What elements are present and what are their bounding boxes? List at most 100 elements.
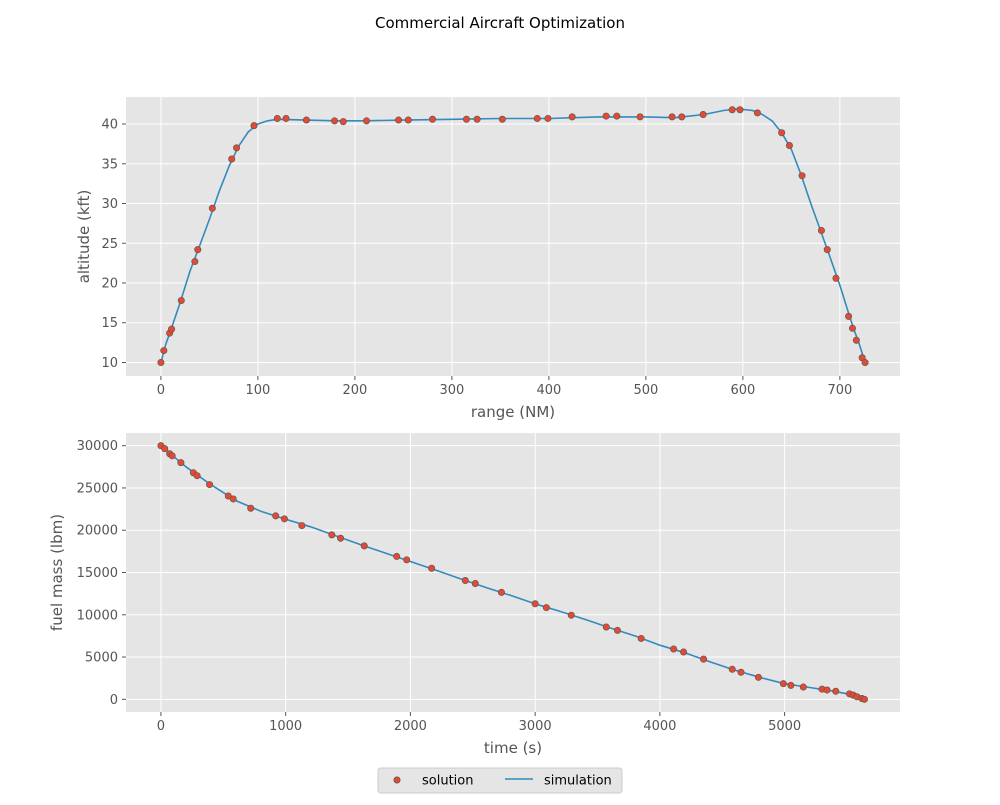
x-tick-label: 300 [439, 383, 464, 398]
solution-point [157, 358, 165, 366]
x-tick-label: 5000 [768, 719, 801, 734]
solution-point [602, 623, 610, 631]
solution-point [194, 246, 202, 254]
x-tick-label: 100 [245, 383, 270, 398]
solution-point [602, 112, 610, 120]
solution-point [403, 556, 411, 564]
x-tick-label: 3000 [519, 719, 552, 734]
solution-point [778, 129, 786, 137]
figure-suptitle: Commercial Aircraft Optimization [375, 14, 625, 32]
solution-point [177, 459, 185, 467]
x-tick-label: 400 [536, 383, 561, 398]
solution-point [228, 155, 236, 163]
solution-point [404, 116, 412, 124]
legend-solution-label: solution [422, 774, 473, 789]
solution-point [428, 115, 436, 123]
solution-point [533, 114, 541, 122]
y-tick-label: 25000 [77, 481, 118, 496]
x-tick-label: 600 [730, 383, 755, 398]
solution-point [728, 665, 736, 673]
solution-point [328, 531, 336, 539]
solution-point [462, 115, 470, 123]
solution-point [613, 626, 621, 634]
solution-point [860, 695, 868, 703]
x-tick-label: 0 [157, 719, 165, 734]
solution-point [191, 258, 199, 266]
x-tick-label: 4000 [643, 719, 676, 734]
solution-point [823, 246, 831, 254]
solution-point [339, 118, 347, 126]
solution-point [280, 515, 288, 523]
solution-point [845, 312, 853, 320]
solution-point [832, 274, 840, 282]
solution-point [823, 686, 831, 694]
y-tick-label: 0 [110, 693, 118, 708]
y-tick-label: 5000 [85, 651, 118, 666]
solution-point [832, 687, 840, 695]
solution-point [363, 117, 371, 125]
solution-point [848, 324, 856, 332]
solution-point [754, 673, 762, 681]
x-axis-label: time (s) [484, 739, 542, 757]
solution-point [798, 172, 806, 180]
y-tick-label: 30 [101, 197, 118, 212]
solution-point [817, 227, 825, 235]
solution-point [273, 114, 281, 122]
x-tick-label: 0 [157, 383, 165, 398]
solution-point [193, 472, 201, 480]
solution-point [852, 336, 860, 344]
solution-point [168, 325, 176, 333]
y-axis-label: fuel mass (lbm) [48, 514, 66, 631]
solution-point [613, 112, 621, 120]
solution-point [568, 113, 576, 121]
solution-point [680, 648, 688, 656]
y-tick-label: 15 [101, 316, 118, 331]
y-tick-label: 25 [101, 237, 118, 252]
y-tick-label: 20000 [77, 524, 118, 539]
solution-point [678, 113, 686, 121]
solution-point [302, 116, 310, 124]
solution-point [298, 522, 306, 530]
solution-point [670, 645, 678, 653]
altitude-chart: 0 100 200 300 400 500 600 700 10 15 20 25 30 35 40 rang… [75, 97, 900, 421]
legend: solution simulation [377, 767, 623, 794]
solution-point [233, 144, 241, 152]
simulation-line [160, 444, 866, 701]
fuel-mass-chart: 0 1000 2000 3000 4000 5000 0 5000 10000 15000 2000… [48, 433, 900, 757]
y-tick-label: 40 [101, 118, 118, 133]
legend-simulation-label: simulation [544, 774, 612, 789]
solution-point [736, 106, 744, 114]
solution-point [785, 141, 793, 149]
x-tick-label: 500 [633, 383, 658, 398]
solution-point [360, 542, 368, 550]
solution-point [737, 668, 745, 676]
plot-area [126, 97, 900, 376]
x-axis-label: range (NM) [471, 403, 555, 421]
solution-point [700, 655, 708, 663]
solution-point [542, 604, 550, 612]
solution-point [699, 110, 707, 118]
solution-point [637, 634, 645, 642]
solution-point [861, 358, 869, 366]
solution-point [229, 495, 237, 503]
y-tick-label: 15000 [77, 566, 118, 581]
x-tick-label: 200 [342, 383, 367, 398]
solution-point [461, 577, 469, 585]
solution-point [544, 114, 552, 122]
solution-point [208, 204, 216, 212]
solution-point [668, 113, 676, 121]
solution-point [161, 445, 169, 453]
x-tick-label: 700 [827, 383, 852, 398]
solution-point [247, 504, 255, 512]
y-tick-label: 20 [101, 277, 118, 292]
solution-point [531, 600, 539, 608]
solution-point [331, 117, 339, 125]
solution-point [787, 681, 795, 689]
solution-point [250, 122, 258, 130]
x-tick-label: 1000 [269, 719, 302, 734]
solution-point [272, 512, 280, 520]
solution-point [753, 109, 761, 117]
legend-solution-marker [393, 776, 401, 784]
y-tick-label: 10 [101, 356, 118, 371]
